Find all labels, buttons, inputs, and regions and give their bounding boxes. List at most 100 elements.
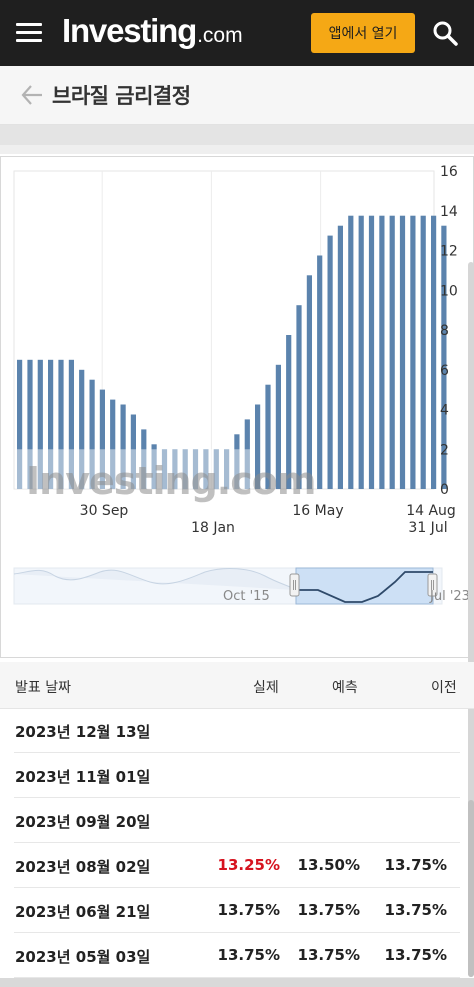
chart-watermark: Investing.com bbox=[26, 459, 315, 503]
chart-bar[interactable] bbox=[296, 305, 302, 489]
chart-navigator[interactable]: Oct '15 Jul '23 bbox=[13, 567, 470, 605]
navigator-history-line bbox=[13, 568, 297, 591]
open-in-app-button[interactable]: 앱에서 열기 bbox=[311, 13, 415, 53]
hamburger-menu-icon[interactable] bbox=[16, 23, 42, 43]
x-tick-label: 31 Jul bbox=[408, 520, 447, 536]
chart-bar[interactable] bbox=[337, 225, 343, 489]
y-tick-label: 2 bbox=[440, 442, 449, 458]
col-header-date: 발표 날짜 bbox=[15, 680, 71, 696]
x-tick-label: 16 May bbox=[292, 503, 343, 519]
navigator-left-handle[interactable] bbox=[289, 573, 300, 597]
chart-overlay-band bbox=[15, 449, 253, 489]
chart-bar[interactable] bbox=[358, 215, 364, 489]
chart-bar[interactable] bbox=[151, 444, 157, 489]
x-tick-label: 14 Aug bbox=[406, 503, 456, 519]
chart-bar[interactable] bbox=[89, 379, 95, 489]
chart-bar[interactable] bbox=[120, 404, 126, 490]
chart-bar[interactable] bbox=[172, 449, 178, 490]
release-date: 2023년 08월 02일 bbox=[15, 858, 151, 876]
scrollbar-thumb[interactable] bbox=[468, 800, 474, 977]
y-tick-label: 0 bbox=[440, 482, 449, 498]
chart-bar[interactable] bbox=[410, 215, 416, 489]
forecast-value: 13.50% bbox=[297, 856, 360, 874]
chart-bar[interactable] bbox=[48, 359, 54, 489]
table-row: 2023년 06월 21일 13.75% 13.75% 13.75% bbox=[0, 889, 474, 933]
release-date: 2023년 11월 01일 bbox=[15, 768, 151, 786]
y-tick-label: 6 bbox=[440, 363, 449, 379]
chart-bar[interactable] bbox=[327, 235, 333, 489]
chart-bar[interactable] bbox=[399, 215, 406, 489]
chart-bar[interactable] bbox=[161, 449, 168, 490]
chart-bar[interactable] bbox=[182, 449, 188, 490]
row-divider bbox=[14, 932, 460, 933]
chart-bar[interactable] bbox=[110, 399, 116, 489]
release-date: 2023년 05월 03일 bbox=[15, 948, 151, 966]
actual-value: 13.75% bbox=[217, 946, 280, 964]
chart-bar[interactable] bbox=[275, 364, 281, 489]
scrollbar-track[interactable] bbox=[468, 262, 474, 977]
y-tick-label: 12 bbox=[440, 244, 458, 260]
actual-value: 13.25% bbox=[217, 856, 280, 874]
interest-rate-chart[interactable]: 0 2 4 6 8 10 12 14 16 Investing.com 30 Sep 16 May… bbox=[0, 156, 474, 656]
y-tick-label: 16 bbox=[440, 164, 458, 180]
row-divider bbox=[14, 752, 460, 753]
chart-bar[interactable] bbox=[130, 414, 136, 490]
section-divider bbox=[0, 125, 474, 145]
logo-domain-text: .com bbox=[197, 24, 243, 47]
chart-bar[interactable] bbox=[389, 215, 395, 489]
row-divider bbox=[14, 887, 460, 888]
bottom-edge bbox=[0, 978, 474, 987]
chart-bar[interactable] bbox=[203, 449, 209, 490]
row-divider bbox=[14, 842, 460, 843]
investing-logo[interactable]: Investing.com bbox=[62, 12, 243, 50]
chart-bar[interactable] bbox=[348, 215, 354, 489]
chart-bar[interactable] bbox=[68, 359, 74, 489]
chart-bar[interactable] bbox=[255, 404, 261, 490]
previous-value: 13.75% bbox=[384, 946, 447, 964]
chart-bar[interactable] bbox=[441, 225, 447, 489]
chart-bar[interactable] bbox=[265, 384, 271, 489]
chart-bar[interactable] bbox=[317, 255, 323, 490]
previous-value: 13.75% bbox=[384, 901, 447, 919]
chart-bar[interactable] bbox=[234, 434, 240, 489]
row-divider bbox=[14, 797, 460, 798]
table-row: 2023년 09월 20일 bbox=[0, 799, 474, 843]
y-tick-label: 8 bbox=[440, 323, 449, 339]
navigator-label-end: Jul '23 bbox=[429, 589, 470, 604]
chart-bar[interactable] bbox=[431, 215, 437, 489]
table-row: 2023년 12월 13일 bbox=[0, 709, 474, 753]
release-date: 2023년 09월 20일 bbox=[15, 813, 151, 831]
chart-bar[interactable] bbox=[141, 429, 147, 489]
x-tick-label: 18 Jan bbox=[191, 520, 235, 536]
navigator-right-handle[interactable] bbox=[427, 573, 438, 597]
chart-bar[interactable] bbox=[368, 215, 375, 489]
page-header bbox=[0, 66, 474, 125]
chart-bar[interactable] bbox=[244, 419, 250, 489]
chart-bar[interactable] bbox=[306, 275, 312, 489]
chart-bar[interactable] bbox=[37, 359, 43, 489]
release-date: 2023년 12월 13일 bbox=[15, 723, 151, 741]
chart-bar[interactable] bbox=[420, 215, 426, 489]
chart-bar[interactable] bbox=[379, 215, 385, 489]
navigator-label-start: Oct '15 bbox=[223, 589, 270, 604]
chart-bar[interactable] bbox=[213, 449, 219, 490]
top-nav-bar: Investing.com 앱에서 열기 bbox=[0, 0, 474, 66]
chart-bar[interactable] bbox=[192, 449, 199, 490]
chart-bar[interactable] bbox=[79, 369, 85, 490]
chart-bar[interactable] bbox=[224, 449, 230, 490]
back-arrow-icon[interactable] bbox=[20, 83, 44, 107]
y-tick-label: 14 bbox=[440, 204, 458, 220]
release-date: 2023년 06월 21일 bbox=[15, 903, 151, 921]
search-icon[interactable] bbox=[432, 20, 458, 46]
chart-bar[interactable] bbox=[27, 359, 33, 489]
actual-value: 13.75% bbox=[217, 901, 280, 919]
chart-bar[interactable] bbox=[58, 359, 64, 489]
col-header-forecast: 예측 bbox=[332, 680, 358, 696]
x-tick-label: 30 Sep bbox=[80, 503, 129, 519]
chart-bar[interactable] bbox=[99, 389, 105, 489]
table-row: 2023년 08월 02일 13.25% 13.50% 13.75% bbox=[0, 844, 474, 888]
chart-bar[interactable] bbox=[17, 359, 23, 489]
section-divider-light bbox=[0, 145, 474, 154]
navigator-selected-range[interactable] bbox=[295, 567, 434, 605]
chart-bar[interactable] bbox=[286, 335, 292, 489]
